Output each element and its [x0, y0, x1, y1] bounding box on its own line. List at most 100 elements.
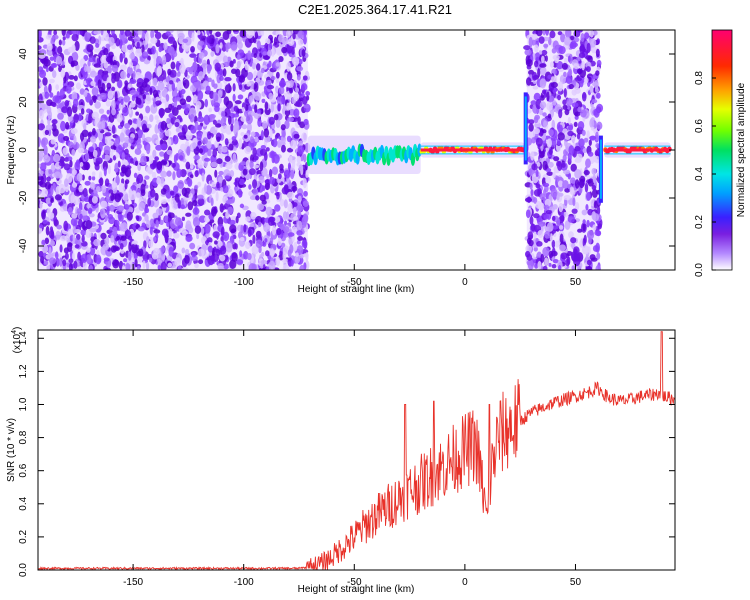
noise-blob	[156, 56, 160, 66]
noise-blob	[115, 152, 120, 158]
noise-blob	[104, 178, 110, 187]
noise-blob	[51, 102, 57, 108]
noise-blob	[538, 36, 545, 44]
noise-blob	[158, 75, 164, 83]
noise-blob	[226, 188, 234, 198]
noise-blob	[250, 52, 255, 58]
noise-blob	[120, 222, 128, 232]
noise-blob	[262, 120, 268, 130]
noise-blob	[526, 77, 532, 86]
noise-blob	[58, 39, 62, 46]
noise-blob	[570, 40, 577, 50]
noise-blob	[302, 75, 308, 81]
noise-blob	[240, 116, 248, 122]
noise-blob	[567, 130, 574, 137]
noise-blob	[117, 160, 121, 168]
noise-blob	[137, 30, 143, 35]
noise-blob	[206, 64, 211, 74]
noise-blob	[49, 154, 54, 164]
noise-blob	[45, 34, 53, 40]
noise-blob	[51, 119, 58, 125]
noise-blob	[132, 70, 136, 80]
noise-blob	[256, 70, 263, 78]
snr-x-tick-label: -100	[234, 577, 254, 588]
noise-blob	[595, 131, 599, 141]
noise-blob	[133, 253, 138, 260]
noise-blob	[269, 176, 276, 185]
noise-blob	[152, 97, 157, 108]
noise-blob	[78, 147, 85, 154]
noise-blob	[130, 185, 137, 192]
noise-blob	[290, 139, 297, 150]
noise-blob	[562, 104, 568, 110]
snr-y-tick-label: 0.6	[18, 463, 29, 477]
noise-blob	[38, 59, 41, 66]
noise-blob	[121, 265, 126, 270]
noise-blob	[237, 188, 243, 198]
noise-blob	[57, 133, 65, 143]
noise-blob	[131, 243, 138, 254]
noise-blob	[82, 69, 88, 80]
noise-blob	[550, 188, 558, 198]
noise-blob	[157, 80, 165, 91]
noise-blob	[175, 127, 180, 133]
noise-blob	[192, 61, 198, 72]
noise-blob	[552, 215, 556, 222]
noise-blob	[105, 43, 111, 48]
noise-blob	[592, 224, 597, 232]
noise-blob	[542, 160, 548, 171]
noise-blob	[261, 98, 266, 104]
noise-blob	[77, 218, 83, 228]
noise-blob	[557, 94, 562, 101]
noise-blob	[52, 70, 57, 79]
noise-blob	[273, 216, 281, 224]
noise-blob	[268, 116, 275, 125]
noise-blob	[177, 198, 181, 209]
noise-blob	[165, 76, 171, 83]
noise-blob	[285, 211, 290, 221]
noise-blob	[589, 118, 595, 128]
noise-blob	[212, 231, 220, 239]
noise-blob	[39, 201, 43, 211]
noise-blob	[582, 223, 586, 232]
noise-blob	[589, 38, 597, 48]
noise-blob	[166, 170, 172, 177]
noise-blob	[575, 153, 583, 161]
noise-blob	[160, 98, 167, 104]
noise-blob	[293, 133, 300, 139]
noise-blob	[228, 219, 236, 226]
noise-blob	[239, 203, 245, 209]
noise-blob	[210, 161, 218, 168]
noise-blob	[579, 67, 587, 79]
noise-blob	[528, 169, 532, 175]
noise-blob	[556, 217, 561, 227]
noise-blob	[133, 172, 138, 178]
noise-blob	[595, 155, 600, 164]
noise-blob	[293, 241, 298, 252]
noise-blob	[110, 192, 115, 202]
noise-blob	[205, 85, 211, 95]
noise-blob	[282, 251, 287, 261]
noise-blob	[296, 230, 303, 236]
noise-blob	[197, 197, 205, 206]
spectrogram-y-tick-label: -20	[18, 190, 29, 205]
noise-blob	[38, 151, 44, 161]
noise-blob	[178, 227, 187, 233]
noise-blob	[247, 50, 252, 61]
noise-blob	[283, 184, 289, 193]
noise-blob	[254, 104, 258, 113]
noise-blob	[146, 219, 151, 229]
noise-blob	[558, 225, 564, 230]
noise-blob	[152, 149, 157, 159]
noise-blob	[224, 84, 232, 94]
noise-blob	[585, 66, 591, 73]
noise-blob	[571, 208, 578, 214]
noise-blob	[39, 182, 48, 188]
noise-blob	[172, 135, 179, 145]
noise-blob	[59, 235, 67, 242]
noise-blob	[227, 199, 235, 204]
noise-blob	[542, 30, 546, 36]
noise-blob	[160, 199, 167, 205]
noise-blob	[109, 226, 113, 232]
noise-blob	[591, 184, 597, 191]
